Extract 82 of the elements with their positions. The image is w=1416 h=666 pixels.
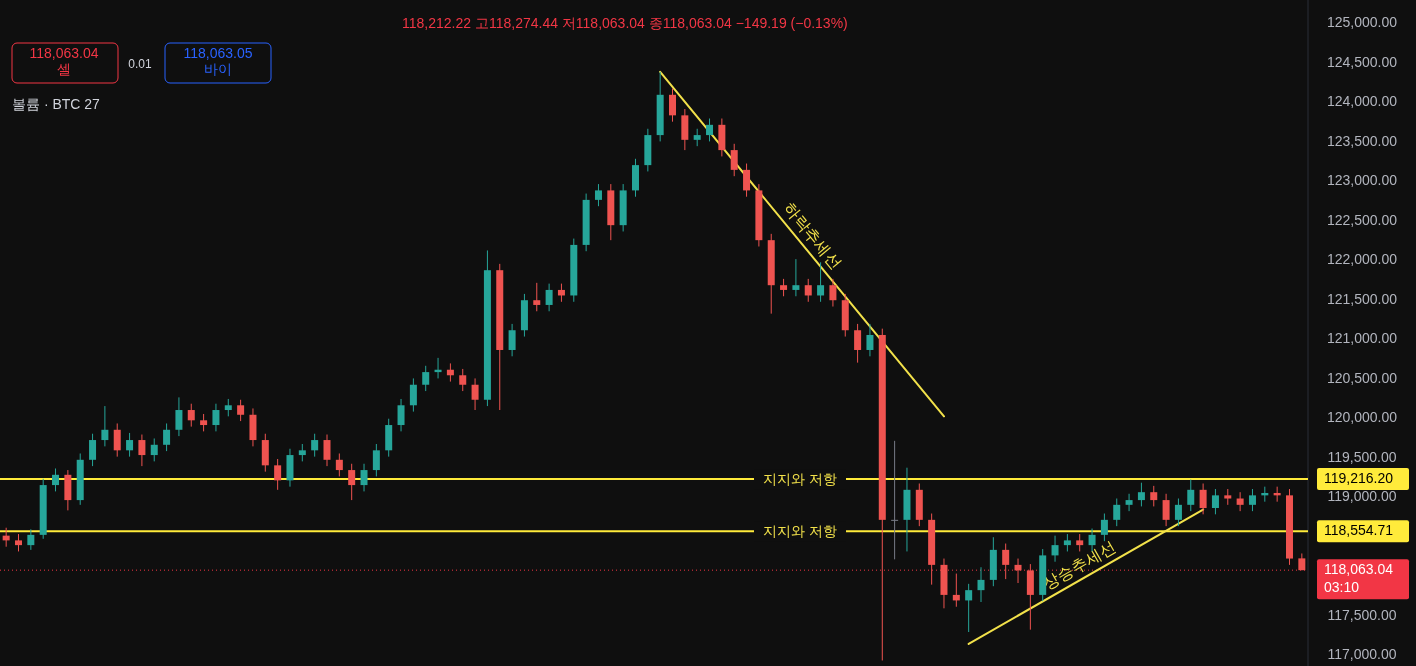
y-tick-label: 119,000.00 [1327,488,1397,505]
candlestick [212,403,220,432]
candlestick [138,434,146,467]
candlestick [952,573,960,608]
candlestick [459,368,467,392]
candlestick [1002,543,1010,580]
candlestick [113,422,121,458]
y-tick-label: 125,000.00 [1326,14,1398,31]
y-tick-label: 121,500.00 [1326,290,1398,307]
candlestick [126,432,134,458]
y-tick-label: 121,000.00 [1326,330,1398,347]
annotation: 지지와 저항 [763,523,837,540]
candlestick [1187,479,1195,512]
candlestick [1100,513,1108,542]
candlestick [89,433,97,467]
candlestick [175,396,183,437]
candlestick [854,323,862,364]
annotation: 지지와 저항 [763,471,837,488]
candlestick [1014,558,1022,584]
candlestick [1199,483,1207,515]
candlestick [52,467,60,492]
candlestick [446,362,454,383]
candlestick [335,452,343,477]
candlestick [187,403,195,428]
annotation: 0.01 [128,57,152,71]
y-tick-label: 122,500.00 [1326,211,1398,228]
candlestick [1211,488,1219,515]
candlestick [829,278,837,308]
candlestick [1236,491,1244,512]
y-tick-label: 120,000.00 [1326,409,1398,426]
candlestick [348,463,356,501]
candlestick [150,437,158,462]
candlestick [409,377,417,413]
candlestick [274,458,282,491]
candlestick [422,365,430,392]
candlestick [730,143,738,177]
candlestick [891,440,899,560]
ref-line-label: 118,063.04 03:10 [1324,561,1394,596]
annotation: 118,063.04 셀 [29,45,99,77]
y-tick-label: 124,000.00 [1326,93,1398,110]
candlestick [1137,482,1145,507]
y-tick-label: 123,500.00 [1326,132,1398,149]
ref-line-label: 118,554.71 [1324,522,1394,539]
candlestick [311,433,319,458]
y-tick-label: 117,000.00 [1327,646,1397,663]
candlestick [557,283,565,303]
annotation: 118,063.05 바이 [183,45,253,77]
candlestick [1162,493,1170,527]
candlestick [594,183,602,207]
candlestick [27,528,35,551]
candlestick [508,323,516,357]
candlestick [545,283,553,312]
candlestick [1125,493,1133,512]
candlestick [237,399,245,422]
candlestick [372,443,380,477]
y-tick-label: 117,500.00 [1327,606,1397,623]
annotation: 118,212.22 고118,274.44 저118,063.04 종118,063.04 −149.19 (−0.13%) [402,15,848,31]
candlestick [360,463,368,492]
candlestick [397,398,405,432]
candlestick [804,278,812,303]
candlestick [1113,498,1121,527]
candlestick [323,434,331,467]
y-tick-label: 122,000.00 [1326,251,1398,268]
candlestick [1174,498,1182,527]
candlestick [977,566,985,603]
candlestick [471,377,479,411]
ref-line-label: 119,216.20 [1324,470,1394,487]
candlestick [1248,488,1256,512]
candlestick [866,323,874,357]
candlestick [533,282,541,312]
y-tick-label: 124,500.00 [1326,53,1398,70]
candlestick [1150,485,1158,507]
candlestick [163,422,171,452]
candlestick [706,118,714,142]
candlestick [965,583,973,633]
annotation: 볼륨 · BTC 27 [12,96,101,112]
candlestick [101,405,109,447]
candlestick [743,163,751,198]
candlestick [669,87,677,123]
y-tick-label: 120,500.00 [1326,369,1398,386]
y-tick-label: 119,500.00 [1327,448,1397,465]
y-tick-label: 123,000.00 [1326,172,1398,189]
